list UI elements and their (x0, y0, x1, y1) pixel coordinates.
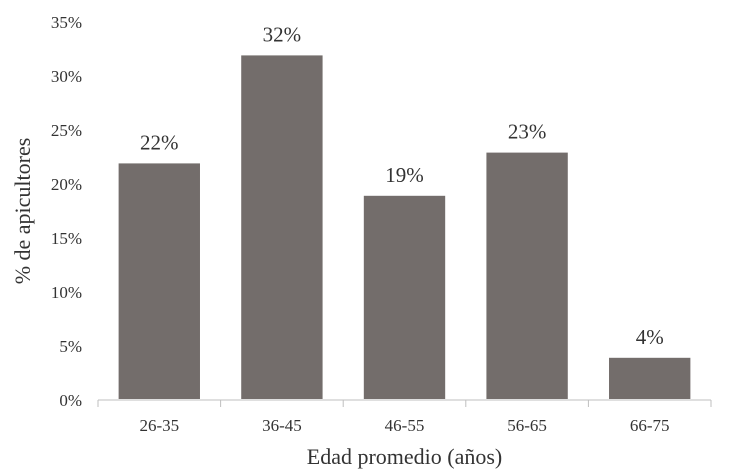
bar-66-75 (607, 355, 693, 401)
y-tick-label: 20% (51, 175, 82, 194)
x-tick-label: 26-35 (139, 416, 179, 435)
y-tick-label: 15% (51, 229, 82, 248)
y-axis-ticks: 0% 5% 10% 15% 20% 25% 30% 35% (51, 13, 82, 410)
data-label: 32% (263, 22, 302, 46)
x-tick-label: 56-65 (507, 416, 547, 435)
y-tick-label: 30% (51, 67, 82, 86)
x-tick-label: 66-75 (630, 416, 670, 435)
y-tick-label: 25% (51, 121, 82, 140)
y-tick-label: 10% (51, 283, 82, 302)
y-axis-title: % de apicultores (10, 138, 35, 285)
x-tick-label: 46-55 (385, 416, 425, 435)
bar-46-55 (361, 193, 448, 401)
data-labels: 22% 32% 19% 23% 4% (140, 22, 664, 348)
bar-56-65 (484, 150, 570, 401)
y-tick-label: 5% (59, 337, 82, 356)
x-axis-title: Edad promedio (años) (307, 444, 503, 469)
x-axis-ticks: 26-35 36-45 46-55 56-65 66-75 (97, 400, 712, 435)
y-tick-label: 0% (59, 391, 82, 410)
x-tick-label: 36-45 (262, 416, 302, 435)
bars (116, 53, 693, 402)
data-label: 4% (636, 325, 664, 349)
y-tick-label: 35% (51, 13, 82, 32)
data-label: 19% (385, 163, 424, 187)
data-label: 23% (508, 120, 547, 144)
data-label: 22% (140, 130, 179, 154)
bar-26-35 (116, 161, 202, 401)
bar-36-45 (239, 53, 325, 402)
